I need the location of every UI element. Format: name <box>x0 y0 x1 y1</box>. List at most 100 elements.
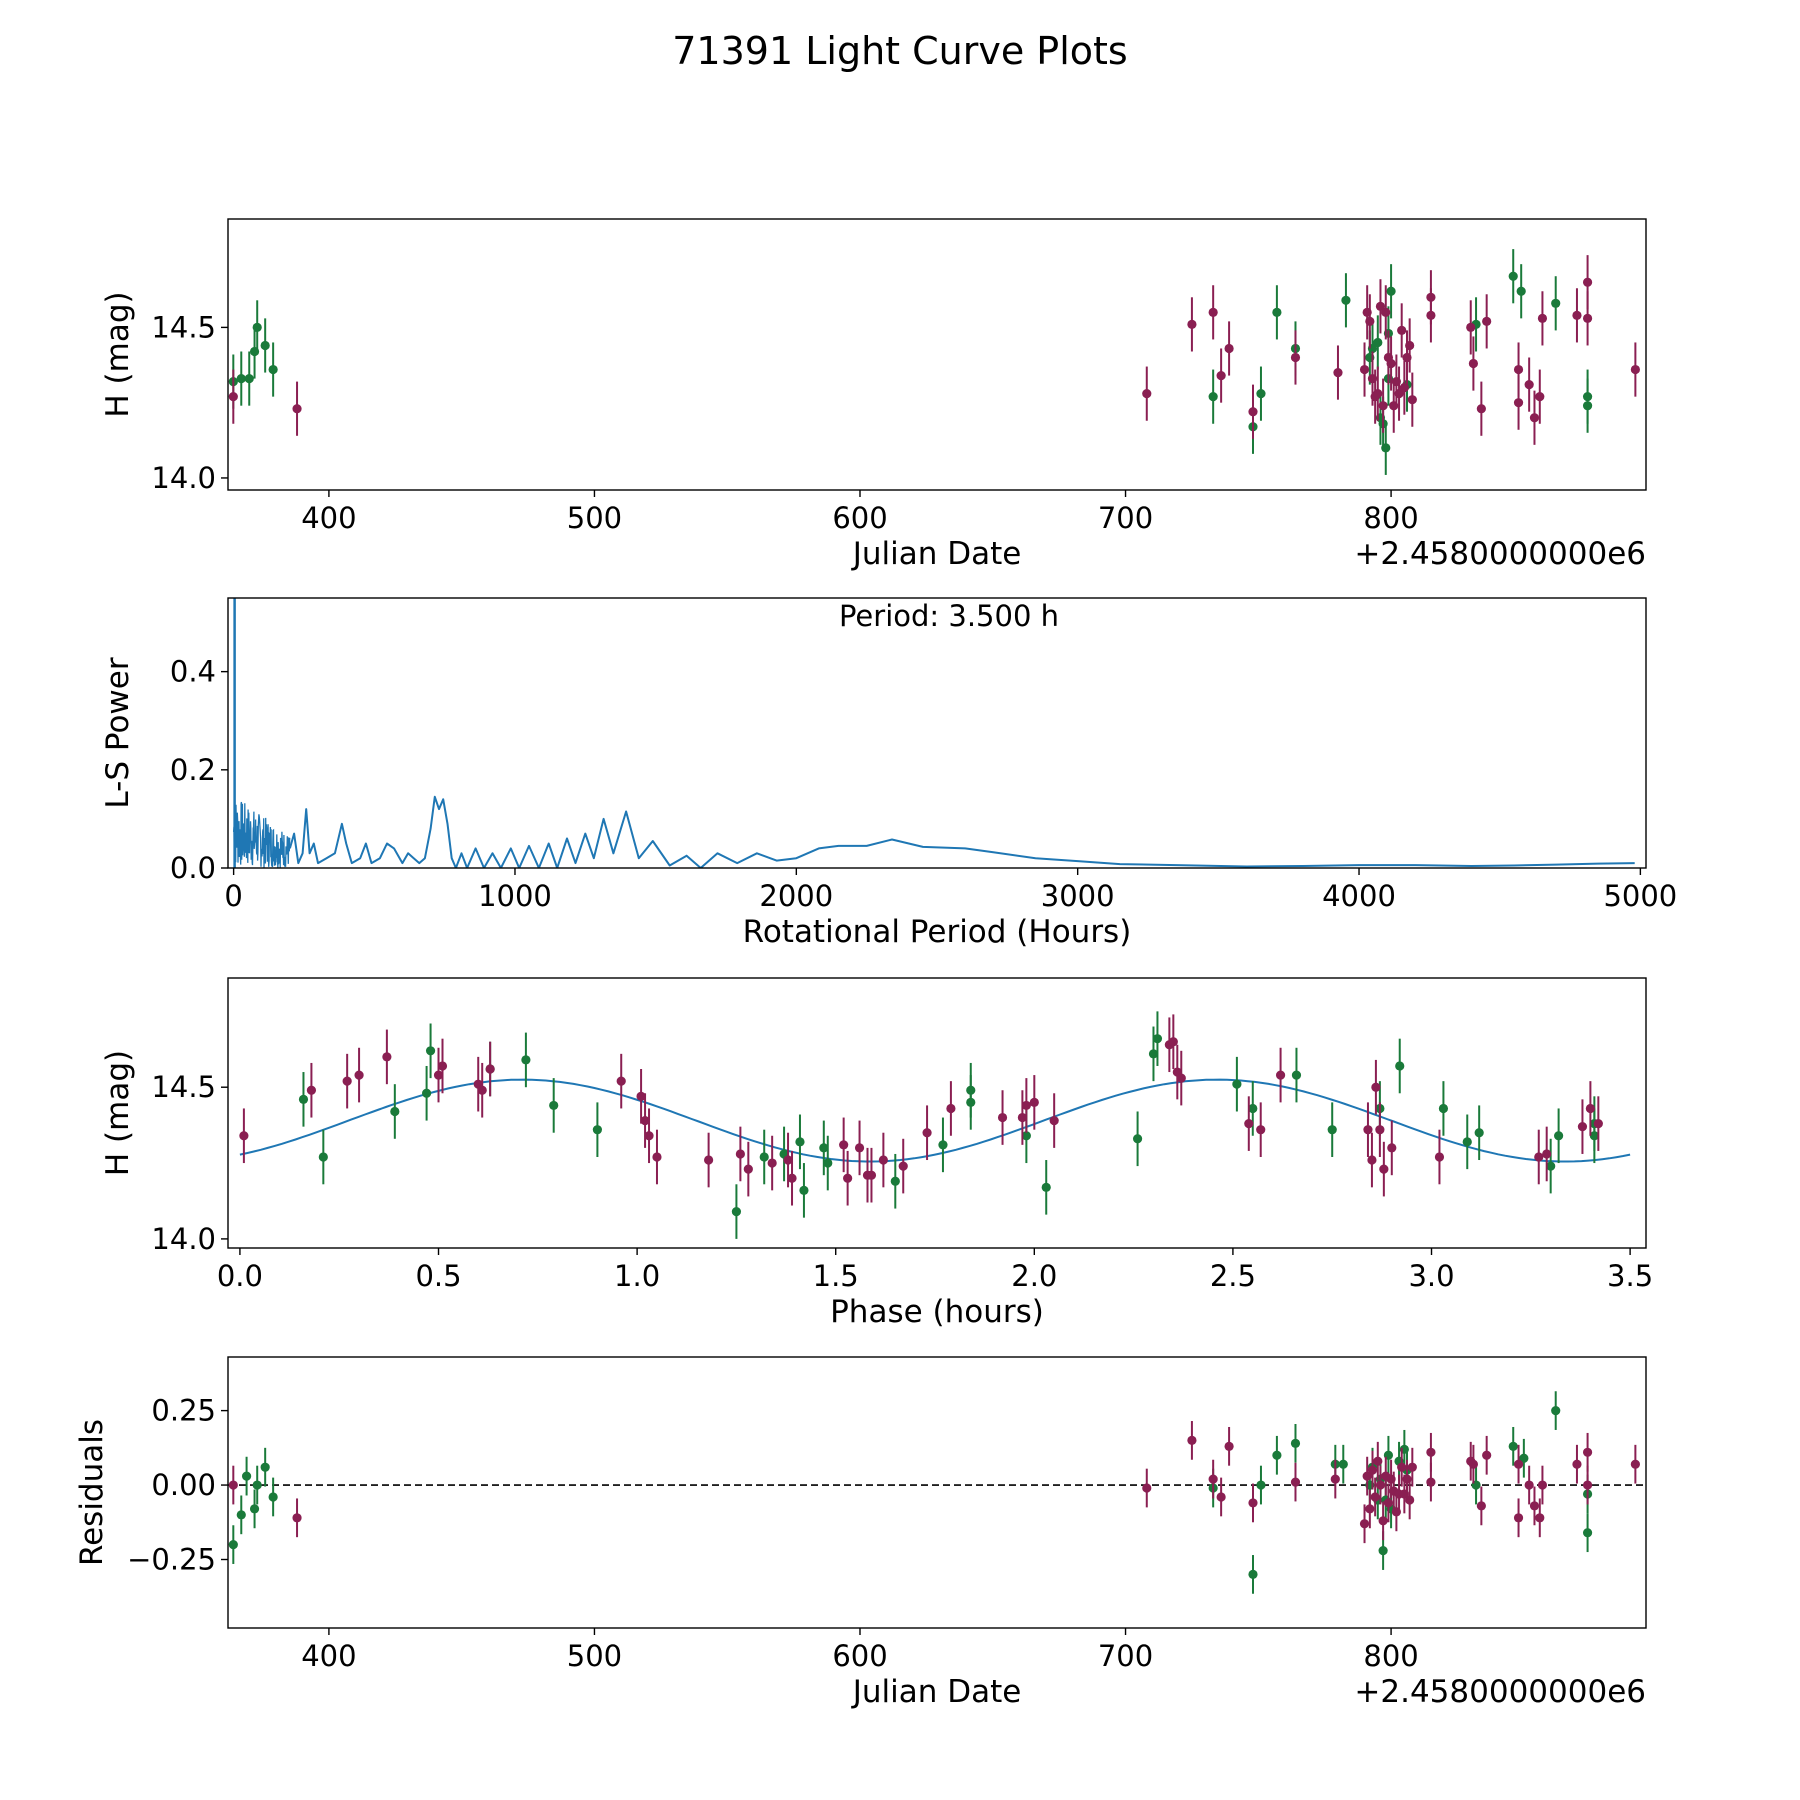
data-point <box>1375 301 1386 311</box>
x-tick-label: 400 <box>301 1639 356 1673</box>
data-point <box>1482 316 1492 326</box>
data-point <box>244 373 254 384</box>
data-point <box>1474 1128 1484 1138</box>
data-point <box>1272 307 1282 317</box>
data-point <box>249 1504 260 1514</box>
data-point <box>731 1206 742 1217</box>
axes-frame <box>227 218 1647 491</box>
x-tick-label: 700 <box>1098 1639 1153 1673</box>
data-point <box>1378 1545 1388 1556</box>
data-point <box>1248 1103 1258 1114</box>
data-point <box>298 1094 309 1104</box>
data-point <box>1387 1143 1397 1153</box>
x-tick-label: 0.5 <box>415 1259 461 1293</box>
panels: 400 500 600 700 800 14.0 14.5 Julian Date H (mag… <box>74 218 1677 1710</box>
data-point <box>616 1076 626 1086</box>
data-point <box>1176 1073 1186 1083</box>
data-point <box>1405 1495 1415 1505</box>
y-tick-label: 14.5 <box>151 310 216 344</box>
data-point <box>1426 1477 1436 1487</box>
data-point <box>799 1185 809 1195</box>
data-point <box>1338 1459 1348 1469</box>
x-offset-label: +2.4580000000e6 <box>1354 1674 1646 1710</box>
data-point <box>268 364 278 375</box>
data-point <box>1593 1119 1603 1129</box>
data-point <box>521 1055 531 1065</box>
data-point <box>1362 1471 1372 1481</box>
y-axis-label: L-S Power <box>100 657 136 808</box>
data-point <box>1291 1070 1302 1080</box>
data-point <box>946 1103 956 1114</box>
x-tick-label: 500 <box>567 501 622 535</box>
data-point <box>1017 1112 1027 1123</box>
data-point <box>1327 1125 1337 1135</box>
data-point <box>1535 1513 1545 1523</box>
data-point <box>1248 1569 1258 1579</box>
data-point <box>1224 343 1234 354</box>
data-point <box>252 322 262 332</box>
data-point <box>1341 295 1351 305</box>
panel-jd: 400 500 600 700 800 14.0 14.5 Julian Date H (mag… <box>100 218 1647 572</box>
data-point <box>1399 383 1409 393</box>
data-point <box>1407 1462 1417 1472</box>
data-point <box>239 1131 249 1141</box>
data-point <box>854 1143 865 1153</box>
data-point <box>819 1143 829 1153</box>
data-point <box>1142 389 1152 399</box>
data-point <box>228 1480 238 1490</box>
data-point <box>1381 443 1391 453</box>
data-point <box>1589 1131 1599 1141</box>
data-point <box>1582 401 1593 411</box>
data-point <box>1373 389 1383 399</box>
data-point <box>1535 392 1545 402</box>
data-point <box>1397 1462 1407 1472</box>
data-point <box>795 1137 805 1147</box>
data-point <box>241 1471 252 1481</box>
data-point <box>1359 364 1370 375</box>
data-point <box>843 1173 853 1183</box>
data-point <box>1378 401 1388 411</box>
data-point <box>390 1106 400 1117</box>
data-point <box>1330 1474 1340 1484</box>
data-point <box>743 1164 753 1174</box>
x-tick-label: 400 <box>301 501 356 535</box>
x-axis-label: Phase (hours) <box>830 1294 1044 1330</box>
data-point <box>1407 395 1417 405</box>
plot-area-jd <box>228 249 1640 475</box>
data-point <box>1519 1453 1529 1463</box>
data-point <box>382 1052 392 1062</box>
y-tick-label: 0.0 <box>170 851 216 885</box>
data-point <box>318 1152 328 1162</box>
y-tick-label: 14.5 <box>151 1070 216 1104</box>
data-point <box>1272 1450 1282 1460</box>
data-point <box>1370 1492 1380 1502</box>
data-point <box>1529 413 1540 423</box>
x-tick-label: 5000 <box>1603 879 1677 913</box>
data-point <box>1290 1438 1301 1448</box>
y-tick-label: 14.0 <box>151 461 216 495</box>
data-point <box>1371 1082 1381 1092</box>
x-tick-label: 1000 <box>478 879 552 913</box>
data-point <box>1582 1447 1593 1457</box>
data-point <box>592 1125 602 1135</box>
data-point <box>260 340 270 351</box>
data-point <box>1383 1498 1394 1508</box>
data-point <box>1248 407 1258 417</box>
data-point <box>1373 1456 1383 1466</box>
x-tick-label: 4000 <box>1322 879 1396 913</box>
data-point <box>1378 1516 1388 1526</box>
data-point <box>878 1155 888 1165</box>
data-point <box>1434 1152 1445 1162</box>
data-point <box>1582 277 1593 287</box>
data-point <box>1438 1103 1449 1114</box>
y-tick-label: 0.00 <box>151 1468 216 1502</box>
figure-title: 71391 Light Curve Plots <box>672 29 1127 73</box>
x-axis-label: Rotational Period (Hours) <box>743 914 1132 950</box>
data-point <box>1426 1447 1436 1457</box>
y-axis-label: H (mag) <box>100 291 136 417</box>
data-point <box>1551 1406 1561 1416</box>
data-point <box>1386 286 1396 296</box>
x-tick-label: 3.0 <box>1408 1259 1454 1293</box>
data-point <box>236 373 246 384</box>
